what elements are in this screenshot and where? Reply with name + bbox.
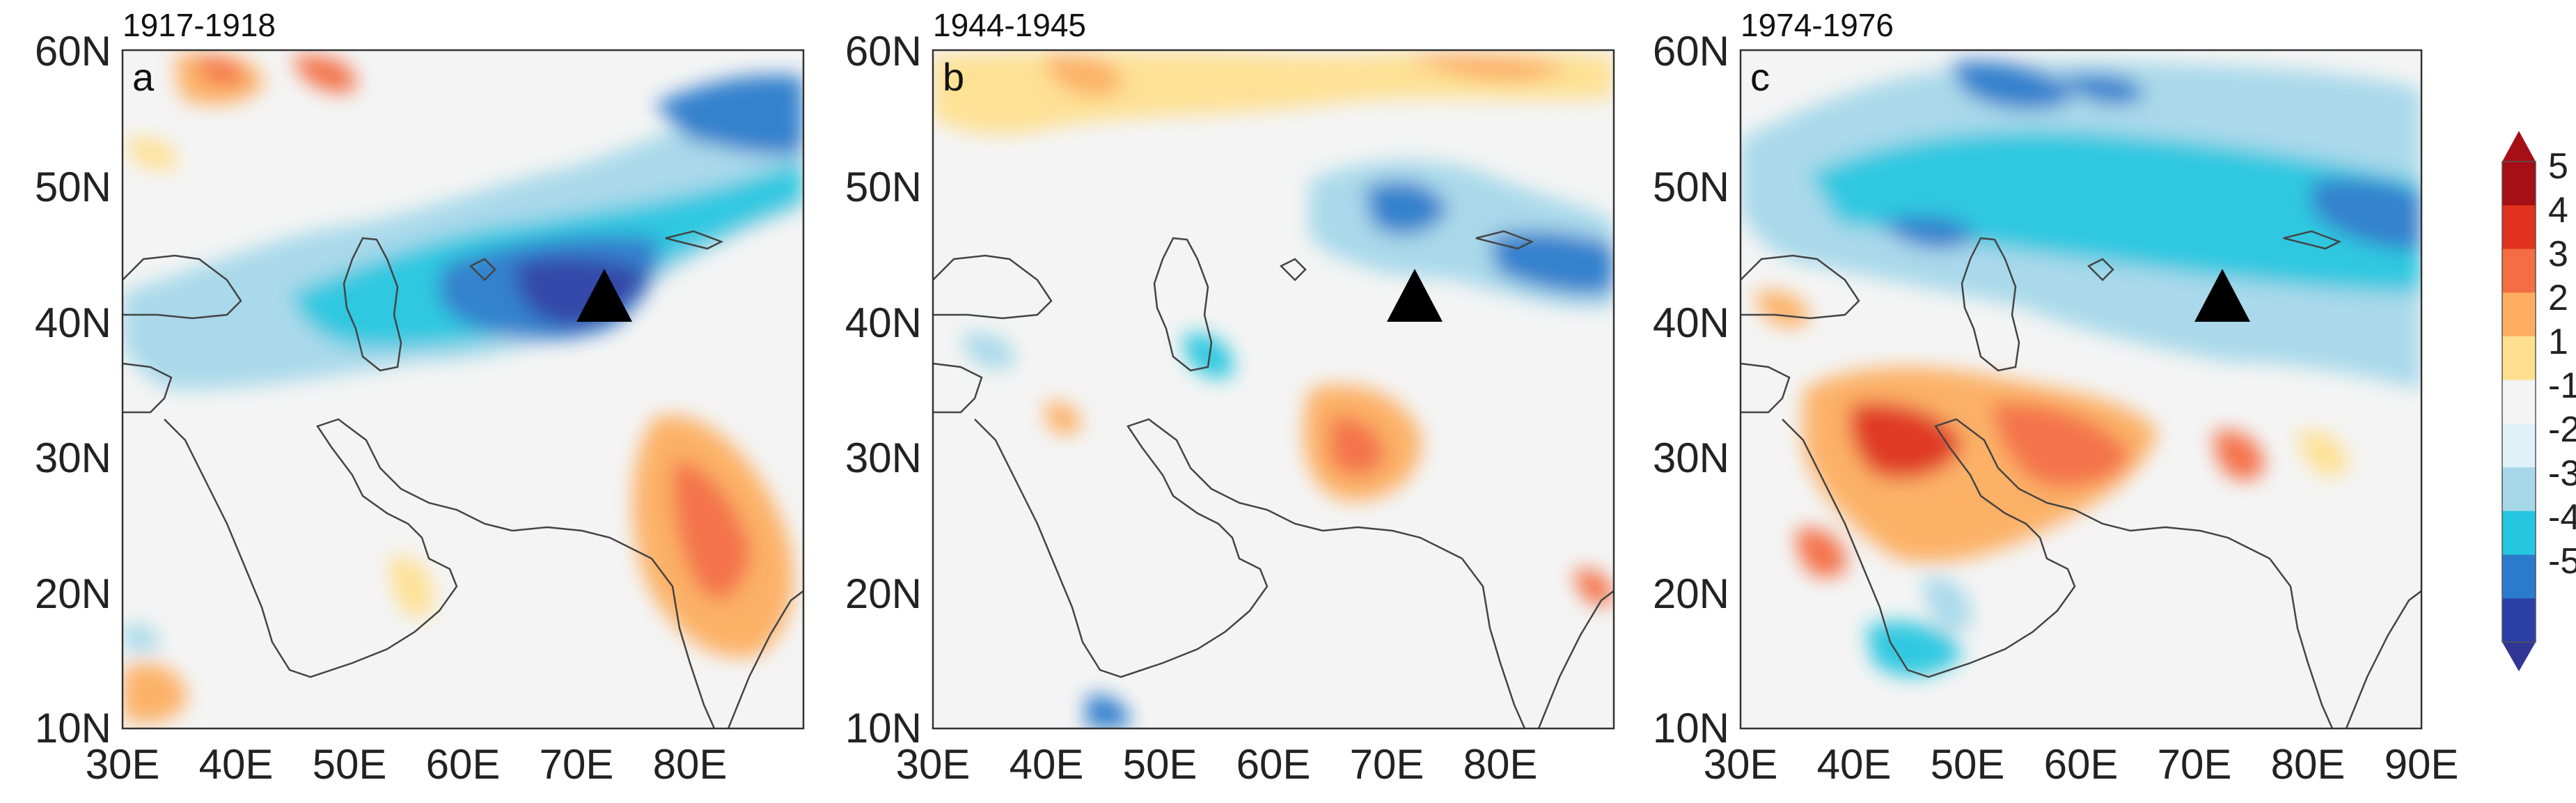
lat-tick: 60N — [35, 28, 111, 75]
lat-tick: 20N — [1653, 570, 1729, 617]
colorbar-bottom-arrow — [2502, 642, 2536, 671]
panel-b-title: 1944-1945 — [933, 7, 1086, 43]
panel-b-lat-ticks: 60N 50N 40N 30N 20N 10N — [845, 28, 922, 751]
colorbar: 5 4 3 2 1 -1 -2 -3 -4 -5 — [2502, 131, 2576, 671]
lat-tick: 10N — [1653, 705, 1729, 751]
panel-b: 1944-1945 b 60N — [845, 7, 1615, 788]
colorbar-segments — [2502, 162, 2536, 643]
lon-tick: 80E — [2271, 741, 2346, 788]
lon-tick: 50E — [1123, 741, 1197, 788]
panel-a-site-marker — [576, 269, 632, 322]
lon-tick: 40E — [199, 741, 274, 788]
lon-tick: 70E — [1350, 741, 1424, 788]
panel-c-label: c — [1750, 55, 1770, 99]
lon-tick: 40E — [1010, 741, 1084, 788]
colorbar-segment — [2502, 554, 2536, 599]
colorbar-segment — [2502, 380, 2536, 424]
lon-tick: 50E — [1931, 741, 2005, 788]
colorbar-tick: 4 — [2548, 190, 2568, 231]
colorbar-segment — [2502, 162, 2536, 206]
colorbar-top-arrow — [2502, 131, 2536, 162]
panel-b-background — [933, 50, 1614, 728]
panel-b-label: b — [943, 55, 964, 99]
panel-c-field — [1741, 61, 2421, 728]
lat-tick: 40N — [845, 299, 922, 346]
lat-tick: 30N — [35, 435, 111, 481]
lon-tick: 80E — [1463, 741, 1538, 788]
colorbar-labels: 5 4 3 2 1 -1 -2 -3 -4 -5 — [2548, 146, 2576, 582]
lat-tick: 20N — [845, 570, 922, 617]
panel-a-label: a — [132, 55, 155, 99]
colorbar-tick: 2 — [2548, 278, 2568, 318]
lon-tick: 50E — [313, 741, 387, 788]
colorbar-segment — [2502, 423, 2536, 468]
panel-b-field — [933, 51, 1614, 728]
lon-tick: 80E — [653, 741, 728, 788]
panel-c-frame — [1739, 49, 2423, 730]
lat-tick: 40N — [35, 299, 111, 346]
panel-a: 1917-1918 a — [35, 7, 805, 788]
lat-tick: 30N — [845, 435, 922, 481]
colorbar-segment — [2502, 510, 2536, 556]
lon-tick: 90E — [2385, 741, 2459, 788]
lat-tick: 60N — [845, 28, 922, 75]
panel-a-frame — [121, 49, 805, 730]
colorbar-segment — [2502, 205, 2536, 249]
lon-tick: 30E — [86, 741, 160, 788]
lon-tick: 30E — [896, 741, 971, 788]
panel-a-field — [123, 53, 803, 728]
colorbar-tick: -4 — [2548, 497, 2576, 538]
panel-c: 1974-1976 c — [1653, 7, 2459, 788]
colorbar-segment — [2502, 598, 2536, 643]
lat-tick: 40N — [1653, 299, 1729, 346]
panel-b-frame — [932, 49, 1615, 730]
colorbar-tick: -1 — [2548, 366, 2576, 406]
colorbar-tick: -2 — [2548, 410, 2576, 450]
colorbar-tick: -3 — [2548, 453, 2576, 494]
colorbar-segment — [2502, 336, 2536, 381]
lon-tick: 60E — [2044, 741, 2119, 788]
lat-tick: 50N — [1653, 164, 1729, 210]
colorbar-tick: 3 — [2548, 234, 2568, 274]
panel-c-site-marker — [2194, 269, 2250, 322]
colorbar-segment — [2502, 249, 2536, 293]
panel-b-site-marker — [1387, 269, 1443, 322]
colorbar-segment — [2502, 293, 2536, 337]
lon-tick: 40E — [1817, 741, 1892, 788]
colorbar-frame — [2502, 161, 2536, 643]
lon-tick: 70E — [540, 741, 614, 788]
lon-tick: 30E — [1704, 741, 1778, 788]
panel-c-title: 1974-1976 — [1741, 7, 1894, 43]
panel-c-lon-ticks: 30E 40E 50E 60E 70E 80E 90E — [1704, 741, 2459, 788]
lat-tick: 20N — [35, 570, 111, 617]
panel-b-lon-ticks: 30E 40E 50E 60E 70E 80E — [896, 741, 1538, 788]
panel-a-title: 1917-1918 — [123, 7, 276, 43]
colorbar-tick: -5 — [2548, 541, 2576, 582]
colorbar-tick: 5 — [2548, 146, 2568, 187]
lat-tick: 50N — [845, 164, 922, 210]
lon-tick: 70E — [2158, 741, 2232, 788]
lat-tick: 30N — [1653, 435, 1729, 481]
panel-a-lon-ticks: 30E 40E 50E 60E 70E 80E — [86, 741, 728, 788]
lat-tick: 60N — [1653, 28, 1729, 75]
colorbar-tick: 1 — [2548, 322, 2568, 362]
panel-c-lat-ticks: 60N 50N 40N 30N 20N 10N — [1653, 28, 1729, 751]
panel-a-lat-ticks: 60N 50N 40N 30N 20N 10N — [35, 28, 111, 751]
lat-tick: 10N — [845, 705, 922, 751]
colorbar-segment — [2502, 467, 2536, 512]
lon-tick: 60E — [426, 741, 501, 788]
lon-tick: 60E — [1236, 741, 1311, 788]
lat-tick: 50N — [35, 164, 111, 210]
lat-tick: 10N — [35, 705, 111, 751]
